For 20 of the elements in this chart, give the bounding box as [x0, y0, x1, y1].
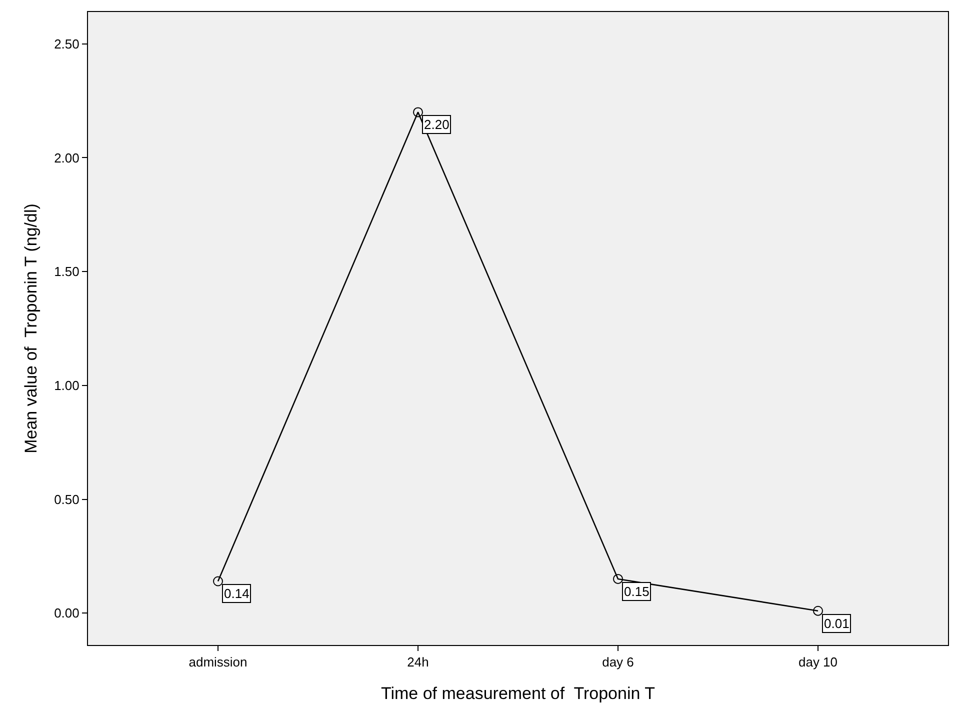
point: [213, 576, 223, 586]
y-axis-title: Mean value of Troponin T (ng/dl): [22, 204, 41, 454]
x-tick-label: 24h: [407, 654, 429, 670]
x-tick-label: admission: [188, 654, 248, 670]
data-label: 0.14: [224, 586, 250, 601]
point: [813, 606, 823, 616]
y-tick-label: 0.50: [54, 492, 80, 507]
point: [413, 107, 423, 118]
data-label: 0.15: [624, 584, 650, 599]
y-tick-label: 1.00: [54, 378, 80, 393]
y-tick-label: 1.50: [54, 264, 80, 280]
x-tick-label: day 10: [798, 654, 838, 670]
data-label: 2.20: [424, 117, 450, 132]
y-tick-label: 0.00: [54, 606, 80, 621]
x-tick-label: day 6: [602, 654, 634, 670]
x-axis-title: Time of measurement of Troponin T: [380, 684, 656, 703]
data-label: 0.01: [824, 616, 850, 631]
point: [613, 574, 623, 584]
y-tick-label: 2.50: [54, 36, 80, 52]
y-tick-label: 2.00: [54, 150, 80, 166]
